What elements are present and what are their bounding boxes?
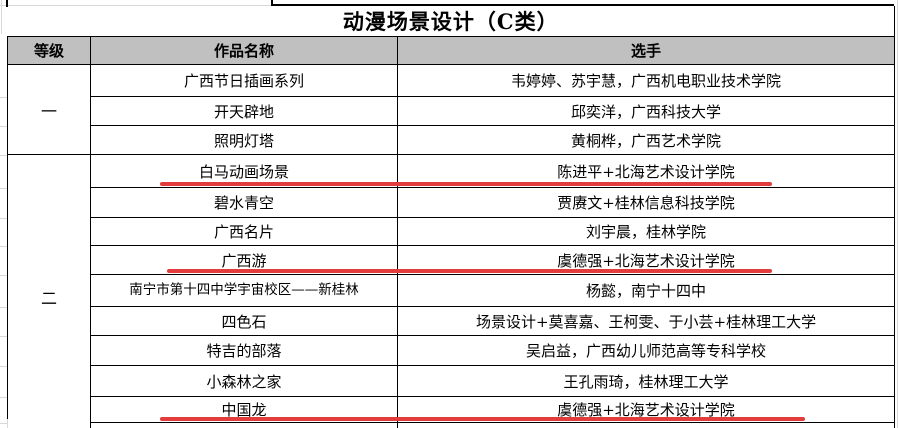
contestant-cell[interactable]: 邱奕洋，广西科技大学 xyxy=(396,96,896,126)
left-border-remnant xyxy=(6,0,8,7)
empty-cell[interactable] xyxy=(90,422,398,428)
table-row: 南宁市第十四中学宇宙校区——新桂林 杨懿，南宁十四中 xyxy=(8,274,896,307)
table-row: 碧水青空 贾赓文+桂林信息科技学院 xyxy=(8,187,896,218)
margin-gridline xyxy=(0,275,7,276)
work-cell[interactable]: 开天辟地 xyxy=(90,96,398,126)
column-header-grade[interactable]: 等级 xyxy=(7,36,91,65)
margin-gridline xyxy=(0,188,7,189)
margin-gridline xyxy=(0,366,7,367)
red-underline xyxy=(167,269,772,273)
work-cell[interactable]: 广西节日插画系列 xyxy=(90,64,398,97)
contestant-cell[interactable]: 吴启益，广西幼儿师范高等专科学校 xyxy=(396,335,896,366)
right-margin-gridline xyxy=(897,0,898,428)
contestant-cell[interactable]: 韦婷婷、苏宇慧，广西机电职业技术学院 xyxy=(396,64,896,97)
table-row: 特吉的部落 吴启益，广西幼儿师范高等专科学校 xyxy=(8,335,896,366)
table-row: 一广西节日插画系列 韦婷婷、苏宇慧，广西机电职业技术学院 xyxy=(7,64,896,155)
work-cell[interactable]: 广西名片 xyxy=(90,217,398,246)
red-underline xyxy=(160,417,805,421)
title-row: 动漫场景设计（C类） xyxy=(7,6,896,37)
work-cell[interactable]: 照明灯塔 xyxy=(90,125,398,155)
red-underline xyxy=(160,182,772,186)
work-cell[interactable]: 南宁市第十四中学宇宙校区——新桂林 xyxy=(90,274,398,307)
grade-cell[interactable]: 二 xyxy=(7,154,91,428)
work-cell[interactable]: 小森林之家 xyxy=(90,365,398,397)
column-header-contestant[interactable]: 选手 xyxy=(396,36,896,65)
margin-gridline xyxy=(0,246,7,247)
work-cell[interactable]: 四色石 xyxy=(90,306,398,336)
work-cell[interactable]: 碧水青空 xyxy=(90,187,398,218)
work-cell[interactable]: 特吉的部落 xyxy=(90,335,398,366)
top-gridline xyxy=(0,5,271,6)
table-row: 照明灯塔 黄桐桦，广西艺术学院 xyxy=(8,125,896,155)
margin-gridline xyxy=(0,97,7,98)
header-row: 等级 作品名称 选手 xyxy=(7,36,896,65)
results-table: 动漫场景设计（C类） 等级 作品名称 选手 一广西节日插画系列 韦婷婷、苏宇慧，广… xyxy=(7,6,896,428)
contestant-cell[interactable]: 杨懿，南宁十四中 xyxy=(396,274,896,307)
contestant-cell[interactable]: 黄桐桦，广西艺术学院 xyxy=(396,125,896,155)
margin-gridline xyxy=(0,218,7,219)
left-top-gridline xyxy=(1,0,2,34)
margin-gridline xyxy=(0,423,7,424)
top-border-remnant xyxy=(271,4,894,6)
margin-gridline xyxy=(0,397,7,398)
left-bottom-gridline xyxy=(7,419,8,428)
contestant-cell[interactable]: 贾赓文+桂林信息科技学院 xyxy=(396,187,896,218)
table-body: 一广西节日插画系列 韦婷婷、苏宇慧，广西机电职业技术学院 开天辟地 邱奕洋，广西科技大… xyxy=(7,64,896,428)
table-row: 四色石 场景设计+莫喜嘉、王柯雯、于小芸+桂林理工大学 xyxy=(8,306,896,336)
margin-gridline xyxy=(0,336,7,337)
grade-cell[interactable]: 一 xyxy=(7,64,91,155)
table-row: 开天辟地 邱奕洋，广西科技大学 xyxy=(8,96,896,126)
margin-gridline xyxy=(0,126,7,127)
margin-gridline xyxy=(0,307,7,308)
column-header-work[interactable]: 作品名称 xyxy=(90,36,398,65)
contestant-cell[interactable]: 场景设计+莫喜嘉、王柯雯、于小芸+桂林理工大学 xyxy=(396,306,896,336)
page-title[interactable]: 动漫场景设计（C类） xyxy=(7,6,896,37)
empty-cell[interactable] xyxy=(396,422,896,428)
partial-row xyxy=(8,422,896,428)
cell-divider-remnant xyxy=(271,0,273,4)
table-row: 广西名片 刘宇晨，桂林学院 xyxy=(8,217,896,246)
contestant-cell[interactable]: 刘宇晨，桂林学院 xyxy=(396,217,896,246)
table-row: 小森林之家 王孔雨琦，桂林理工大学 xyxy=(8,365,896,397)
margin-gridline xyxy=(0,155,7,156)
contestant-cell[interactable]: 王孔雨琦，桂林理工大学 xyxy=(396,365,896,397)
